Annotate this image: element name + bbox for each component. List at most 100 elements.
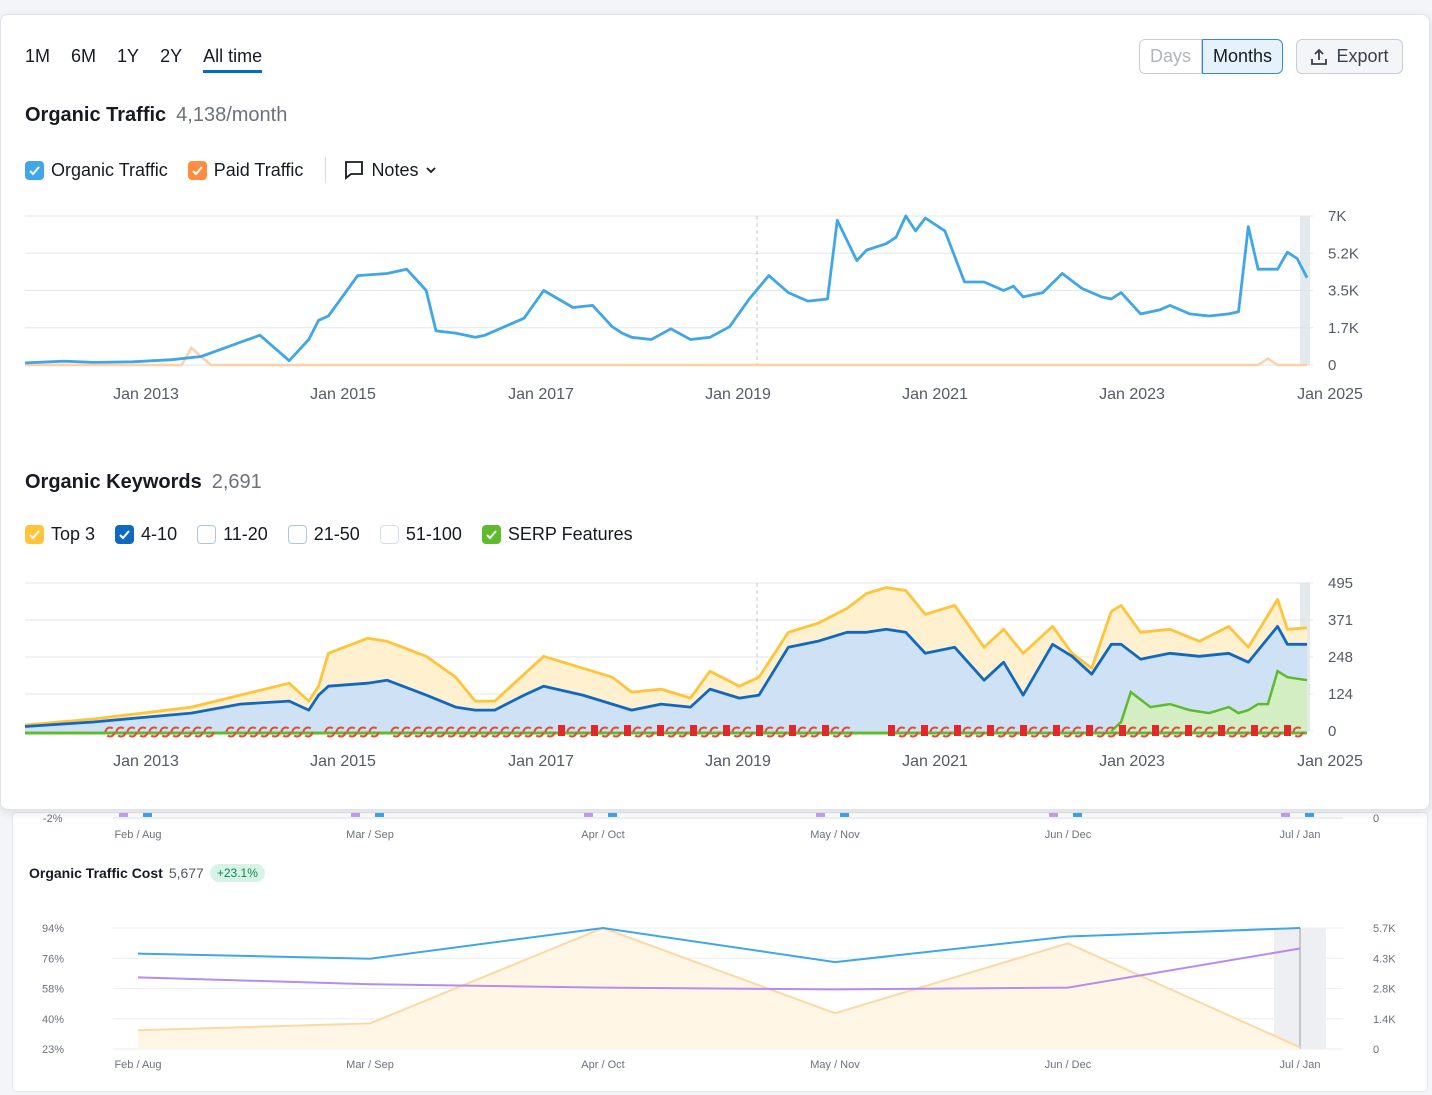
checkbox-checked-icon[interactable] (187, 160, 207, 180)
legend-4-10[interactable]: 4-10 (115, 524, 177, 545)
google-icon (236, 726, 248, 738)
legend-11-20[interactable]: 11-20 (197, 524, 268, 545)
checkbox-checked-icon[interactable] (25, 160, 44, 180)
google-icon (115, 726, 127, 738)
legend-serp-features[interactable]: SERP Features (481, 524, 633, 545)
period-2y[interactable]: 2Y (160, 46, 183, 66)
y-tick-label: 371 (1328, 612, 1353, 629)
organic-traffic-title: Organic Traffic (25, 104, 167, 126)
legend-paid-traffic[interactable]: Paid Traffic (187, 160, 303, 181)
x-tick-label: Jan 2023 (1099, 386, 1165, 403)
organic-keywords-chart: 495 371 248 124 0 Jan 2013 Jan 2015 Jan 2017 Jan… (24, 575, 1363, 770)
organic-traffic-legend: Organic Traffic Paid Traffic Notes (25, 157, 437, 183)
x-tick-label: Jul / Jan (1280, 1059, 1321, 1071)
pos-4-10-line (24, 625, 1307, 728)
legend-21-50[interactable]: 21-50 (287, 524, 360, 545)
organic-keywords-legend: Top 3 4-10 11-20 21-50 51-100 SERP Featu… (25, 524, 653, 545)
y-tick-label: 495 (1328, 575, 1353, 592)
flag-icon (624, 725, 631, 736)
x-tick-label: Mar / Sep (346, 1059, 394, 1071)
x-tick-label: Jan 2013 (113, 386, 179, 403)
blue-series-line (137, 926, 1301, 964)
flag-icon (789, 725, 796, 736)
google-icon (742, 726, 754, 738)
y-tick-label: 40% (42, 1014, 64, 1026)
legend-top-3-label: Top 3 (51, 524, 96, 544)
google-icon (533, 726, 545, 738)
x-tick-label: Jun / Dec (1045, 1059, 1092, 1071)
google-icon (1072, 726, 1084, 738)
period-1m[interactable]: 1M (25, 46, 51, 66)
bar-mark (119, 813, 128, 817)
flag-icon (657, 725, 664, 736)
bar-mark (1281, 813, 1290, 817)
period-6m[interactable]: 6M (71, 46, 97, 66)
months-button[interactable]: Months (1202, 39, 1284, 74)
legend-top-3[interactable]: Top 3 (25, 524, 95, 545)
y-tick-label: 1.4K (1373, 1014, 1396, 1026)
period-1y[interactable]: 1Y (117, 46, 140, 66)
notes-label: Notes (371, 159, 419, 180)
x-tick-label: May / Nov (810, 829, 860, 841)
google-icon (973, 726, 985, 738)
y-tick-label: 0 (1328, 357, 1336, 374)
legend-51-100[interactable]: 51-100 (379, 524, 462, 545)
checkbox-checked-icon[interactable] (481, 525, 501, 544)
google-icon (610, 726, 622, 738)
flag-icon (1086, 725, 1093, 736)
purple-series-line (137, 947, 1301, 991)
period-all-time[interactable]: All time (203, 46, 263, 73)
google-icon (599, 726, 611, 738)
export-button[interactable]: Export (1296, 39, 1403, 74)
y-tick-label: 58% (42, 984, 64, 996)
organic-traffic-line (24, 214, 1309, 365)
google-icon (104, 726, 116, 738)
notes-dropdown[interactable]: Notes (344, 160, 437, 181)
google-icon (1193, 726, 1205, 738)
google-icon (544, 726, 556, 738)
traffic-cost-badge: +23.1% (209, 864, 265, 882)
google-icon (577, 726, 589, 738)
google-icon (126, 726, 138, 738)
google-icon (797, 726, 809, 738)
organic-traffic-chart: 7K 5.2K 3.5K 1.7K 0 Jan 2013 Jan 2015 Jan 2017 J… (24, 208, 1363, 403)
flag-icon (1251, 725, 1258, 736)
y-tick-label: 1.7K (1328, 320, 1359, 337)
legend-divider (325, 157, 327, 183)
organic-traffic-value: 4,138/month (176, 104, 288, 126)
bar-mark (351, 813, 360, 817)
bar-mark (840, 813, 849, 817)
legend-51-100-label: 51-100 (405, 524, 462, 544)
google-icon (269, 726, 281, 738)
google-icon (137, 726, 149, 738)
checkbox-empty-icon[interactable] (287, 525, 307, 544)
google-icon (962, 726, 974, 738)
checkbox-empty-icon[interactable] (197, 525, 217, 544)
checkbox-checked-icon[interactable] (25, 525, 44, 544)
flag-icon (954, 725, 961, 736)
days-button[interactable]: Days (1139, 39, 1203, 74)
google-icon (1259, 726, 1271, 738)
legend-organic-traffic[interactable]: Organic Traffic (25, 160, 168, 181)
google-icon (1105, 726, 1117, 738)
google-icon (434, 726, 446, 738)
legend-organic-label: Organic Traffic (51, 159, 168, 180)
keywords-plot: 495 371 248 124 0 Jan 2013 Jan 2015 Jan 2017 Jan… (24, 575, 1363, 770)
google-icon (940, 726, 952, 738)
y-tick-label: 5.7K (1373, 923, 1396, 935)
x-tick-label: Jan 2019 (705, 386, 771, 403)
checkbox-checked-icon[interactable] (115, 525, 135, 544)
google-icon (1039, 726, 1051, 738)
y-tick-label: 248 (1328, 649, 1353, 666)
serp-features-line (1110, 669, 1308, 732)
traffic-plot: 7K 5.2K 3.5K 1.7K 0 Jan 2013 Jan 2015 Jan 2017 J… (24, 208, 1363, 403)
google-icon (1292, 726, 1304, 738)
x-tick-label: Jan 2023 (1099, 753, 1165, 770)
checkbox-empty-icon[interactable] (379, 525, 399, 544)
y-tick-label: 5.2K (1328, 245, 1359, 262)
google-icon (511, 726, 523, 738)
google-icon (280, 726, 292, 738)
google-icon (808, 726, 820, 738)
google-icon (346, 726, 358, 738)
x-tick-label: May / Nov (810, 1059, 860, 1071)
